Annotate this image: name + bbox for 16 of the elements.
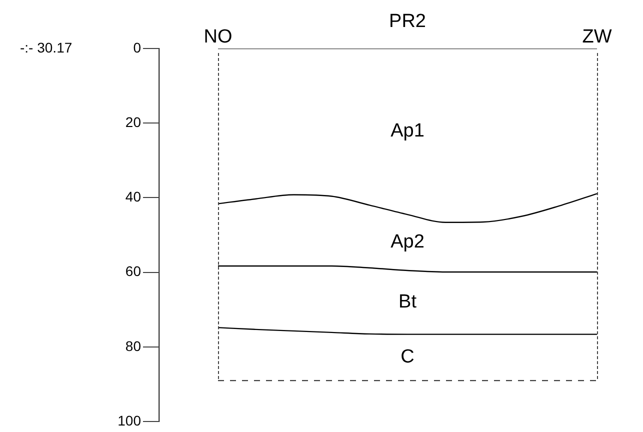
y-tick-label: 80 bbox=[125, 338, 142, 354]
line-series bbox=[217, 193, 598, 223]
annotation: Ap2 bbox=[390, 232, 424, 253]
y-tick-label: 100 bbox=[118, 412, 142, 428]
y-tick-label: 60 bbox=[125, 263, 142, 280]
x-tick-label: NO bbox=[204, 26, 232, 48]
y-tick-label: 40 bbox=[125, 188, 142, 205]
chart-title: PR2 bbox=[389, 11, 426, 32]
y-tick-label: 0 bbox=[133, 39, 142, 56]
x-tick-label: ZW bbox=[582, 26, 612, 48]
annotation: C bbox=[400, 346, 414, 368]
text: -:- 30.17 bbox=[20, 39, 72, 56]
annotation: Ap1 bbox=[390, 120, 424, 142]
y-tick-label: 20 bbox=[125, 114, 142, 130]
line-series bbox=[217, 326, 598, 335]
annotation: Bt bbox=[398, 292, 418, 313]
